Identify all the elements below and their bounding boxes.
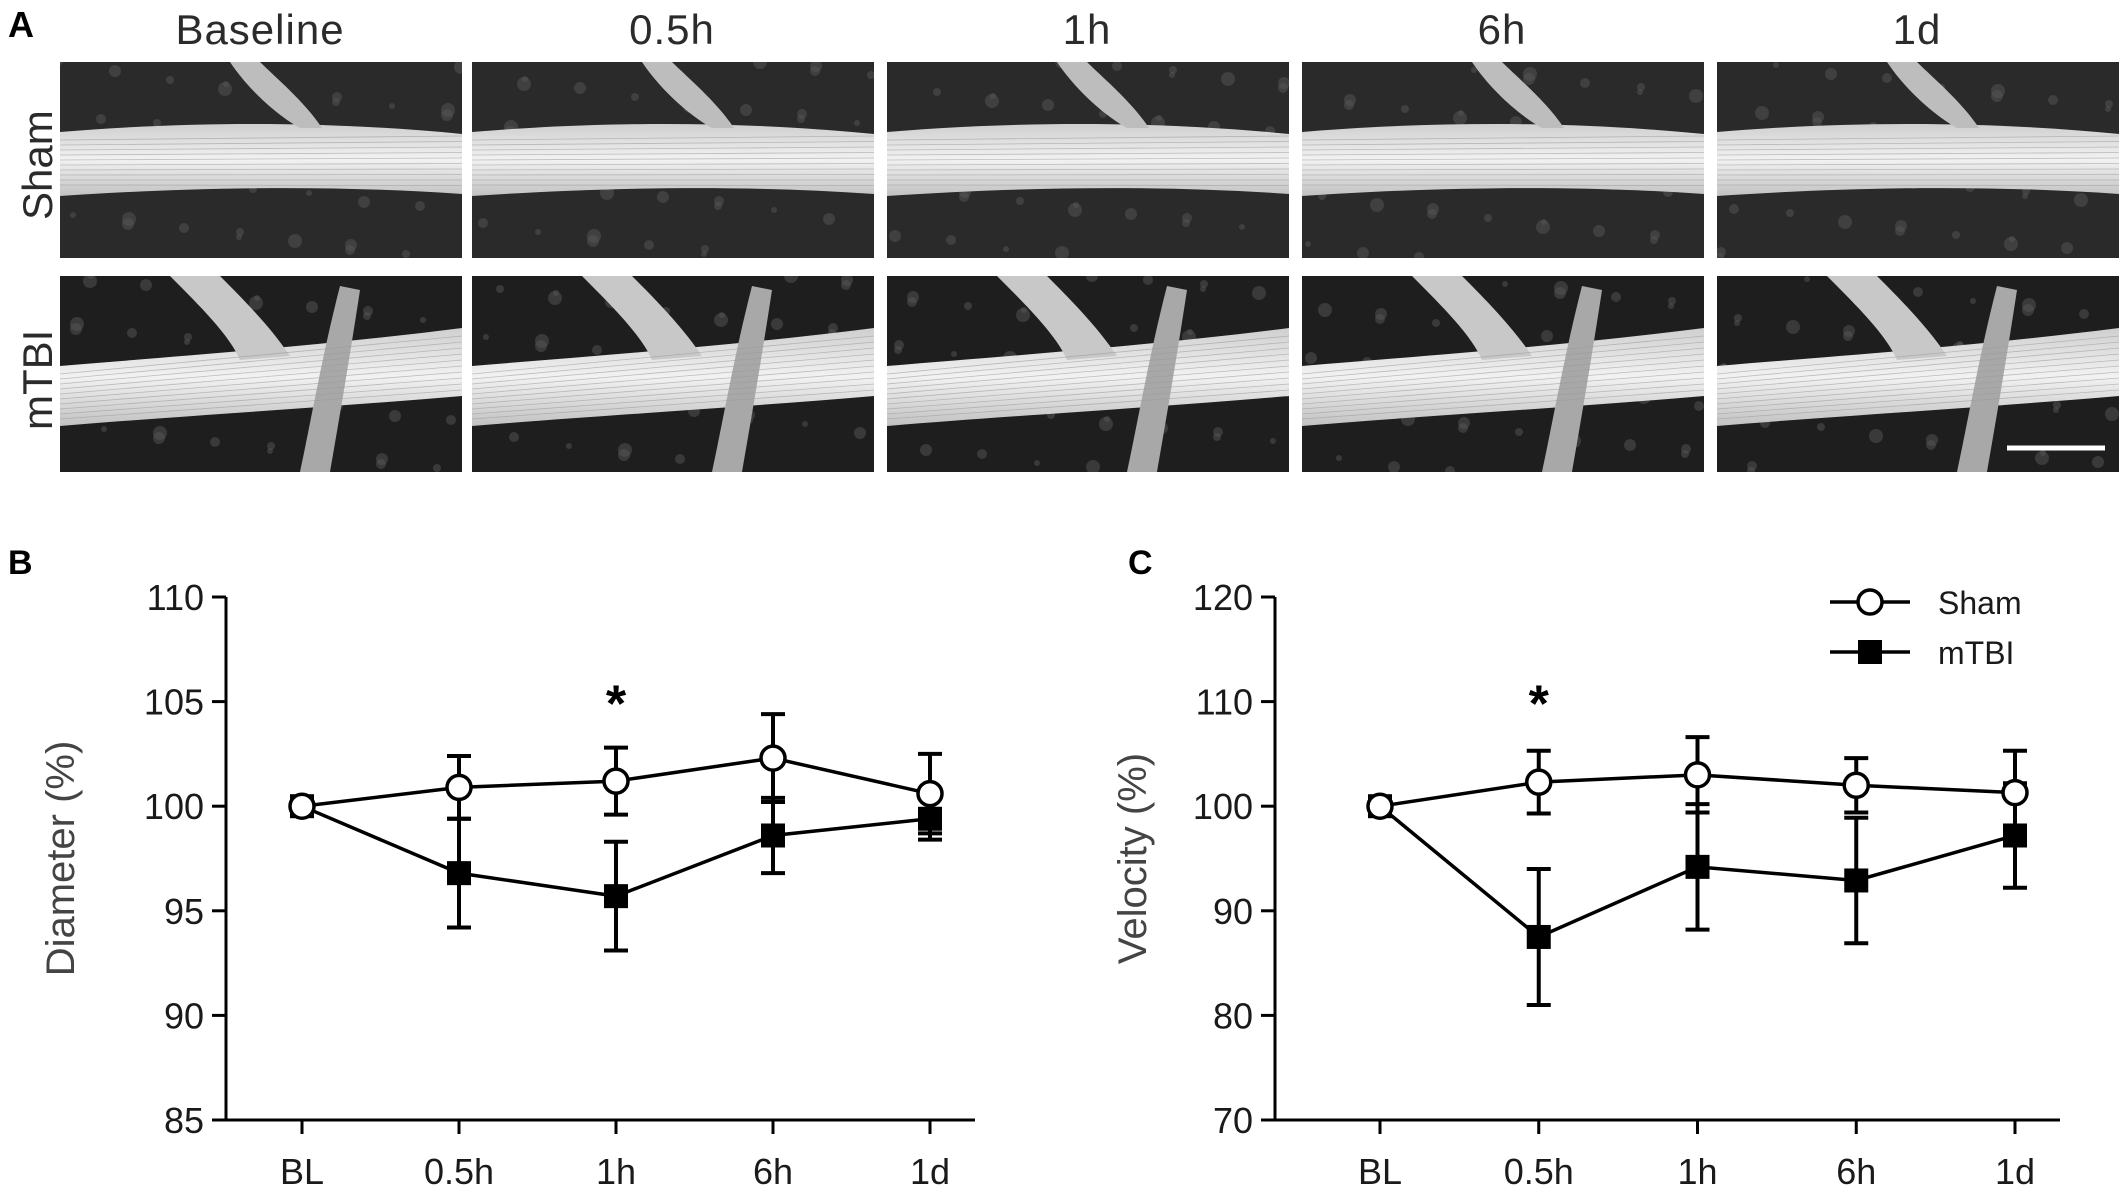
legend: Sham mTBI — [1830, 585, 2022, 671]
x-tick-label: 1d — [910, 1151, 950, 1192]
point-mtbi — [447, 861, 471, 886]
y-tick-label: 110 — [147, 577, 204, 618]
point-sham — [288, 792, 316, 820]
point-mtbi — [761, 823, 785, 848]
point-mtbi — [604, 884, 628, 909]
data-marks: * — [1366, 675, 2029, 1007]
legend-marker-sham — [1856, 588, 1884, 616]
legend-label-mtbi: mTBI — [1938, 635, 2014, 671]
x-tick-label: 0.5h — [424, 1151, 494, 1192]
y-tick-label: 100 — [1193, 786, 1253, 827]
image-mtbi-0-5h — [472, 276, 874, 472]
tick-labels: 70 80 90 100 110 120 BL 0.5h 1h 6h 1d — [1193, 577, 2035, 1192]
diameter-chart: B Diameter (%) 85 90 95 100 105 110 BL 0.5h 1h 6h… — [8, 544, 975, 1192]
point-sham — [759, 744, 787, 772]
x-tick-label: BL — [1358, 1151, 1402, 1192]
y-tick-label: 70 — [1213, 1100, 1253, 1141]
x-tick-label: 1d — [1995, 1151, 2035, 1192]
point-mtbi — [1844, 868, 1869, 893]
y-tick-label: 110 — [1196, 682, 1253, 723]
significance-marker: * — [1529, 675, 1550, 733]
x-tick-label: BL — [280, 1151, 324, 1192]
point-sham — [1366, 792, 1394, 820]
column-header-6h: 6h — [1477, 6, 1527, 53]
panel-c-letter: C — [1128, 544, 1153, 582]
velocity-chart: C Velocity (%) 70 80 90 100 110 120 BL 0.5h 1h 6h… — [1111, 544, 2060, 1192]
tick-labels: 85 90 95 100 105 110 BL 0.5h 1h 6h 1d — [144, 577, 950, 1192]
panel-a-letter: A — [8, 4, 34, 45]
y-tick-label: 100 — [144, 786, 204, 827]
row-header-mtbi: mTBI — [14, 329, 61, 430]
y-axis-label: Diameter (%) — [39, 741, 83, 977]
point-sham — [1683, 761, 1712, 789]
image-sham-6h — [1302, 62, 1704, 258]
significance-marker: * — [606, 675, 627, 733]
column-header-baseline: Baseline — [175, 6, 345, 53]
x-tick-label: 0.5h — [1504, 1151, 1574, 1192]
y-tick-label: 85 — [164, 1100, 204, 1141]
legend-label-sham: Sham — [1938, 585, 2022, 621]
point-sham — [602, 767, 630, 795]
y-tick-label: 95 — [164, 891, 204, 932]
column-header-0-5h: 0.5h — [629, 6, 715, 53]
image-mtbi-6h — [1302, 276, 1704, 472]
panel-b-letter: B — [8, 544, 33, 582]
image-sham-0-5h — [472, 62, 874, 258]
image-mtbi-baseline — [60, 276, 462, 472]
point-sham — [1842, 771, 1870, 800]
image-sham-1d — [1717, 62, 2119, 258]
image-mtbi-1d — [1717, 276, 2119, 472]
y-tick-label: 105 — [144, 682, 204, 723]
point-mtbi — [1526, 924, 1551, 949]
column-header-1d: 1d — [1892, 6, 1942, 53]
point-sham — [445, 773, 473, 802]
point-sham — [916, 779, 944, 808]
row-header-sham: Sham — [14, 110, 61, 220]
y-tick-label: 80 — [1213, 995, 1253, 1036]
x-tick-label: 1h — [1677, 1151, 1717, 1192]
y-tick-label: 90 — [164, 995, 204, 1036]
data-marks: * — [288, 675, 944, 953]
image-mtbi-1h — [887, 276, 1289, 472]
point-sham — [1525, 768, 1553, 796]
axes — [1261, 595, 2060, 1134]
column-header-1h: 1h — [1062, 6, 1112, 53]
legend-marker-mtbi — [1858, 640, 1882, 664]
x-tick-label: 6h — [1836, 1151, 1876, 1192]
x-tick-label: 6h — [753, 1151, 793, 1192]
point-mtbi — [1685, 854, 1710, 879]
image-sham-1h — [887, 62, 1289, 258]
axes — [212, 595, 975, 1134]
x-tick-label: 1h — [596, 1151, 636, 1192]
y-tick-label: 120 — [1193, 577, 1253, 618]
y-tick-label: 90 — [1213, 891, 1253, 932]
image-sham-baseline — [60, 62, 462, 258]
y-axis-label: Velocity (%) — [1111, 753, 1155, 964]
point-sham — [2001, 778, 2029, 807]
